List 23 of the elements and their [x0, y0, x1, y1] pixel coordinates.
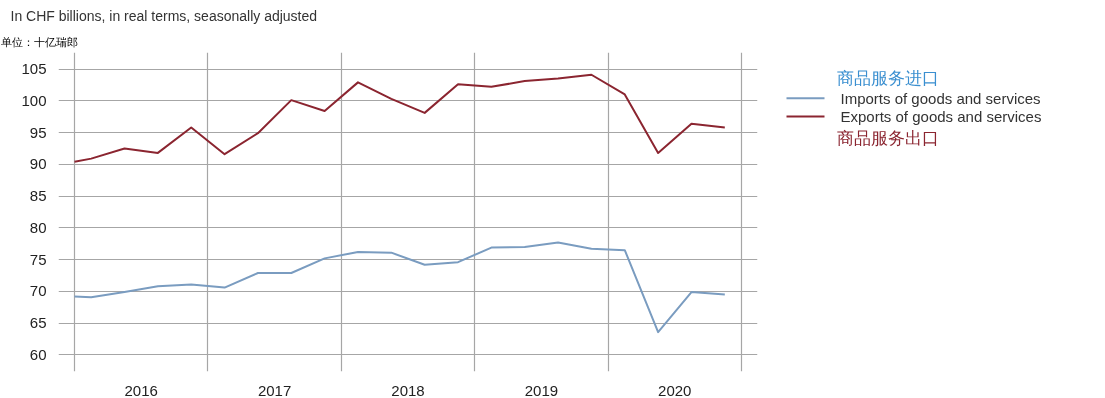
y-tick-label: 90 [29, 155, 47, 173]
x-tick-label: 2016 [124, 381, 158, 398]
y-tick-label: 60 [29, 345, 47, 363]
y-tick-label: 85 [29, 187, 47, 205]
text: 商品服务出口 [836, 128, 939, 148]
text: 商品服务进口 [836, 69, 939, 89]
legend-label: Imports of goods and services [840, 89, 1041, 107]
x-tick-label: 2019 [524, 381, 559, 398]
y-tick-label: 70 [29, 282, 47, 300]
x-tick-label: 2020 [658, 381, 692, 398]
y-tick-label: 75 [29, 250, 47, 268]
chart-subtitle: 单位：十亿瑞郎 [0, 35, 78, 48]
chart-title: In CHF billions, in real terms, seasonally adjusted [10, 7, 318, 24]
y-tick-label: 95 [29, 123, 47, 141]
line-series [73, 73, 726, 163]
x-tick-label: 2018 [391, 381, 425, 398]
legend-label: Exports of goods and services [840, 108, 1042, 126]
line-series [73, 241, 726, 334]
y-tick-label: 80 [29, 218, 47, 236]
x-tick-label: 2017 [257, 381, 292, 398]
y-tick-label: 105 [21, 60, 47, 78]
y-tick-label: 65 [29, 314, 47, 332]
y-tick-label: 100 [21, 91, 47, 109]
